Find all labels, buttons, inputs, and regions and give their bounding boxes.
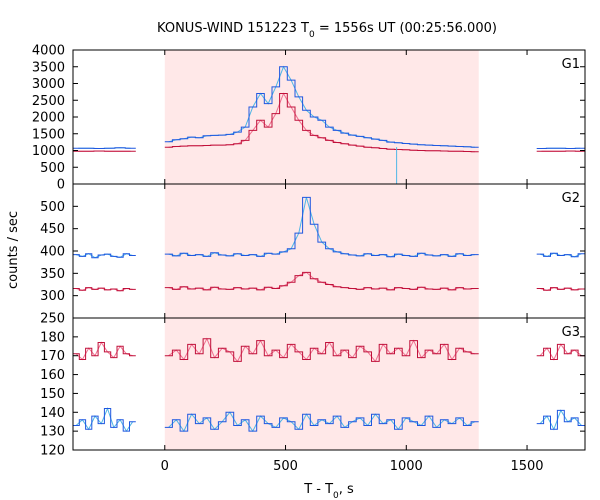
plot-area: 05001000150020002500300035004000G1250300…: [32, 44, 586, 474]
y-tick-label: 500: [40, 200, 65, 215]
y-tick-label: 3000: [32, 77, 65, 92]
g3-red-series-1: [164, 338, 479, 362]
g2-red-series-0: [73, 287, 136, 292]
panel-label-g1: G1: [562, 57, 580, 72]
g2-red-series-2: [536, 287, 585, 291]
g1-blue-series-0: [73, 147, 136, 149]
y-axis-label: counts / sec: [6, 211, 21, 289]
g3-red-series-2: [536, 343, 585, 360]
g3-red-series-0: [73, 342, 136, 360]
y-tick-label: 450: [40, 222, 65, 237]
panel-frame-g3: [72, 317, 586, 451]
y-tick-label: 1000: [32, 144, 65, 159]
y-tick-label: 400: [40, 245, 65, 260]
y-tick-label: 500: [40, 161, 65, 176]
y-tick-label: 250: [40, 312, 65, 327]
g1-red-series-1: [164, 93, 479, 153]
chart-title: KONUS-WIND 151223 T0 = 1556s UT (00:25:5…: [157, 21, 497, 40]
g2-red-series-1: [164, 271, 479, 291]
y-tick-label: 300: [40, 289, 65, 304]
g2-blue-series-1: [164, 196, 479, 258]
y-tick-label: 140: [40, 406, 65, 421]
highlight-band: [164, 50, 479, 450]
g3-blue-model-line-2: [539, 409, 582, 431]
y-tick-label: 4000: [32, 44, 65, 59]
y-tick-label: 160: [40, 368, 65, 383]
panel-label-g3: G3: [562, 325, 580, 340]
y-tick-label: 130: [40, 425, 65, 440]
g3-blue-series-0: [73, 408, 136, 432]
g3-blue-series-1: [164, 411, 479, 432]
x-tick-label: 0: [161, 459, 169, 474]
y-tick-label: 2000: [32, 111, 65, 126]
g2-blue-series-0: [73, 253, 136, 259]
panel-label-g2: G2: [562, 191, 580, 206]
x-axis-label: T - T0, s: [303, 482, 354, 500]
x-tick-label: 1500: [510, 459, 543, 474]
x-tick-label: 1000: [390, 459, 423, 474]
y-tick-label: 1500: [32, 127, 65, 142]
y-tick-label: 150: [40, 387, 65, 402]
y-tick-label: 350: [40, 267, 65, 282]
x-tick-label: 500: [273, 459, 298, 474]
y-tick-label: 170: [40, 349, 65, 364]
g1-blue-series-1: [164, 66, 479, 148]
y-tick-label: 0: [57, 178, 65, 193]
y-tick-label: 180: [40, 330, 65, 345]
y-tick-label: 3500: [32, 60, 65, 75]
y-tick-label: 120: [40, 444, 65, 459]
y-tick-label: 2500: [32, 94, 65, 109]
g3-red-model-line-2: [539, 343, 582, 361]
g3-blue-series-2: [536, 409, 585, 430]
g2-blue-series-2: [536, 252, 585, 258]
